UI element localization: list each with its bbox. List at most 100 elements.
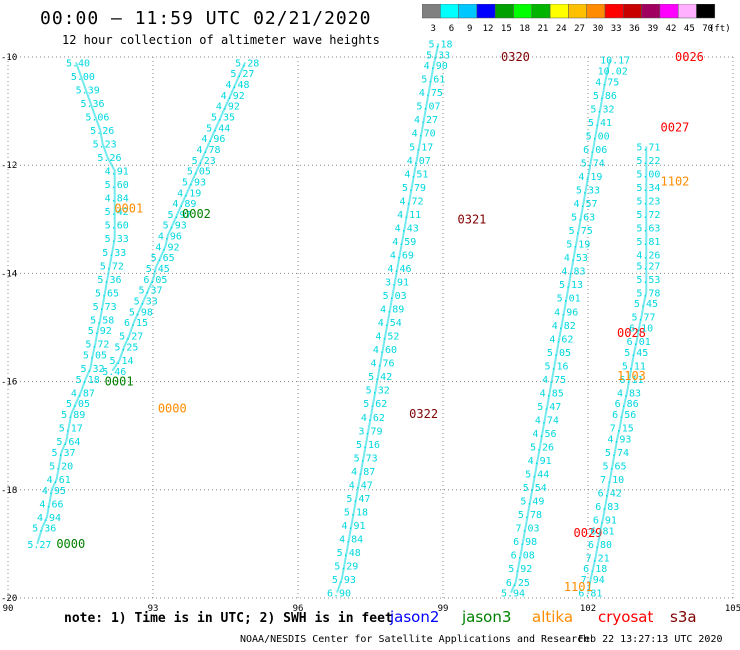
wave-height-value: 4.93 [607,434,631,445]
y-tick-label: -16 [1,378,17,388]
wave-height-value: 4.56 [532,429,556,440]
wave-height-value: 5.16 [545,361,569,372]
track-line [111,61,247,372]
pass-time-label: 0002 [182,207,211,221]
wave-height-value: 5.35 [211,113,235,124]
track-line [587,146,648,593]
wave-height-value: 5.92 [508,564,532,575]
wave-height-value: 5.33 [134,296,158,307]
colorbar-label: 42 [666,24,677,34]
wave-height-value: 5.60 [105,180,129,191]
colorbar-label: 39 [647,24,658,34]
wave-height-value: 5.93 [332,575,356,586]
wave-height-value: 5.18 [76,375,100,386]
wave-height-value: 5.01 [557,294,581,305]
wave-height-value: 5.03 [383,291,407,302]
wave-height-value: 4.92 [155,242,179,253]
wave-height-value: 4.96 [201,134,225,145]
wave-height-value: 4.87 [351,467,375,478]
wave-height-value: 5.64 [56,437,80,448]
wave-height-value: 7.94 [581,575,605,586]
wave-height-value: 6.01 [627,337,651,348]
wave-height-value: 10.02 [598,67,628,78]
wave-height-value: 5.05 [66,399,90,410]
wave-height-value: 5.16 [356,440,380,451]
wave-height-value: 4.19 [578,172,602,183]
track-line [510,59,612,594]
wave-height-value: 7.21 [586,553,610,564]
track-line [336,43,440,593]
wave-height-value: 5.41 [588,118,612,129]
chart-title: 00:00 – 11:59 UTC 02/21/2020 [40,8,372,29]
wave-height-value: 5.65 [151,253,175,264]
wave-height-value: 4.82 [552,321,576,332]
colorbar-label: 24 [556,24,567,34]
wave-height-value: 5.11 [622,361,646,372]
x-tick-label: 93 [148,604,159,614]
wave-height-value: 4.92 [216,102,240,113]
wave-height-value: 5.44 [525,470,549,481]
wave-height-value: 4.59 [392,237,416,248]
wave-height-value: 5.48 [337,548,361,559]
wave-height-value: 4.84 [339,534,363,545]
wave-height-value: 5.32 [81,364,105,375]
wave-height-value: 4.70 [412,129,436,140]
pass-time-label: 1102 [661,174,690,188]
pass-time-label: 1101 [564,580,593,594]
wave-height-value: 4.48 [226,80,250,91]
wave-height-value: 5.47 [537,402,561,413]
pass-time-label: 0000 [56,537,85,551]
wave-height-value: 4.89 [172,199,196,210]
wave-height-value: 5.39 [76,85,100,96]
footer-timestamp: Feb 22 13:27:13 UTC 2020 [578,634,723,645]
wave-height-value: 4.89 [380,305,404,316]
wave-height-value: 4.91 [342,521,366,532]
wave-height-value: 5.36 [81,99,105,110]
wave-height-value: 6.08 [511,551,535,562]
wave-height-value: 6.05 [143,275,167,286]
colorbar-label: 9 [467,24,472,34]
wave-height-value: 4.11 [397,210,421,221]
wave-height-value: 4.66 [39,499,63,510]
wave-height-value: 4.83 [561,267,585,278]
wave-height-value: 7.03 [516,524,540,535]
pass-time-label: 0001 [114,201,143,215]
y-tick-label: -10 [1,53,17,63]
wave-height-value: 5.33 [426,50,450,61]
wave-height-value: 4.62 [361,413,385,424]
wave-height-value: 4.83 [617,388,641,399]
wave-height-value: 5.32 [366,386,390,397]
wave-height-value: 5.32 [590,104,614,115]
wave-height-value: 4.85 [540,388,564,399]
wave-height-value: 5.44 [206,123,230,134]
colorbar-label: 45 [684,24,695,34]
legend-item-altika: altika [532,608,574,626]
wave-height-value: 5.27 [230,69,254,80]
x-tick-label: 96 [293,604,304,614]
wave-height-value: 4.72 [400,196,424,207]
legend-item-cryosat: cryosat [598,608,654,626]
wave-height-value: 4.75 [419,88,443,99]
wave-height-value: 5.72 [85,340,109,351]
wave-height-value: 5.33 [576,186,600,197]
wave-height-value: 5.27 [119,332,143,343]
wave-height-value: 5.14 [110,356,134,367]
wave-height-value: 4.47 [349,480,373,491]
wave-height-value: 5.46 [102,367,126,378]
wave-height-value: 5.49 [520,497,544,508]
wave-height-value: 5.36 [97,275,121,286]
wave-height-value: 5.23 [192,156,216,167]
wave-height-value: 4.75 [595,77,619,88]
wave-height-value: 5.93 [163,221,187,232]
wave-height-value: 5.00 [586,131,610,142]
wave-height-value: 5.45 [624,348,648,359]
wave-height-value: 6.15 [124,318,148,329]
pass-time-label: 0320 [501,50,530,64]
wave-height-value: 5.62 [363,399,387,410]
pass-time-label: 0026 [675,50,704,64]
pass-time-label: 1103 [617,369,646,383]
chart-subtitle: 12 hour collection of altimeter wave hei… [62,33,380,47]
wave-height-value: 5.77 [632,313,656,324]
colorbar-label: 6 [449,24,454,34]
